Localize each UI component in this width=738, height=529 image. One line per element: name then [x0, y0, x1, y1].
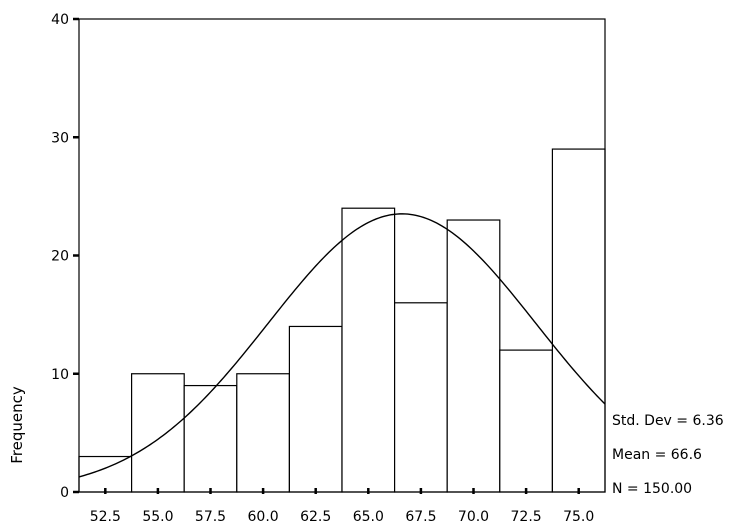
- std-dev-text: Std. Dev = 6.36: [612, 413, 724, 429]
- stats-box: Std. Dev = 6.36 Mean = 66.6 N = 150.00: [612, 413, 724, 497]
- x-tick-label: 60.0: [248, 509, 279, 525]
- n-text: N = 150.00: [612, 481, 692, 497]
- x-tick-label: 65.0: [353, 509, 384, 525]
- y-tick-label: 30: [51, 130, 69, 146]
- y-tick-label: 20: [51, 249, 69, 265]
- histogram-bar: [446, 219, 501, 493]
- x-tick-label: 75.0: [563, 509, 594, 525]
- x-tick-label: 72.5: [511, 509, 542, 525]
- x-tick-label: 52.5: [90, 509, 121, 525]
- histogram-bar: [236, 373, 291, 493]
- histogram-bar: [551, 148, 606, 493]
- y-axis-title: Frequency: [8, 386, 26, 464]
- y-tick-label: 40: [51, 12, 69, 28]
- bars-group: [78, 148, 606, 493]
- x-tick-label: 70.0: [458, 509, 489, 525]
- mean-text: Mean = 66.6: [612, 447, 702, 463]
- x-tick-label: 57.5: [195, 509, 226, 525]
- y-tick-label: 10: [51, 367, 69, 383]
- y-axis: 0 10 20 30 40: [51, 12, 79, 501]
- histogram-bar: [341, 207, 396, 493]
- histogram-bar: [183, 384, 238, 493]
- x-tick-label: 62.5: [300, 509, 331, 525]
- histogram-bar: [131, 373, 185, 493]
- x-tick-label: 55.0: [142, 509, 173, 525]
- x-tick-label: 67.5: [405, 509, 436, 525]
- x-axis: 52.5 55.0 57.5 60.0 62.5 65.0 67.5 70.0 72.5 75.0: [90, 488, 594, 525]
- histogram-bar: [499, 349, 553, 493]
- y-tick-label: 0: [60, 485, 69, 501]
- histogram-bar: [288, 325, 343, 493]
- normal-curve: [78, 213, 606, 478]
- histogram-bar: [394, 302, 448, 493]
